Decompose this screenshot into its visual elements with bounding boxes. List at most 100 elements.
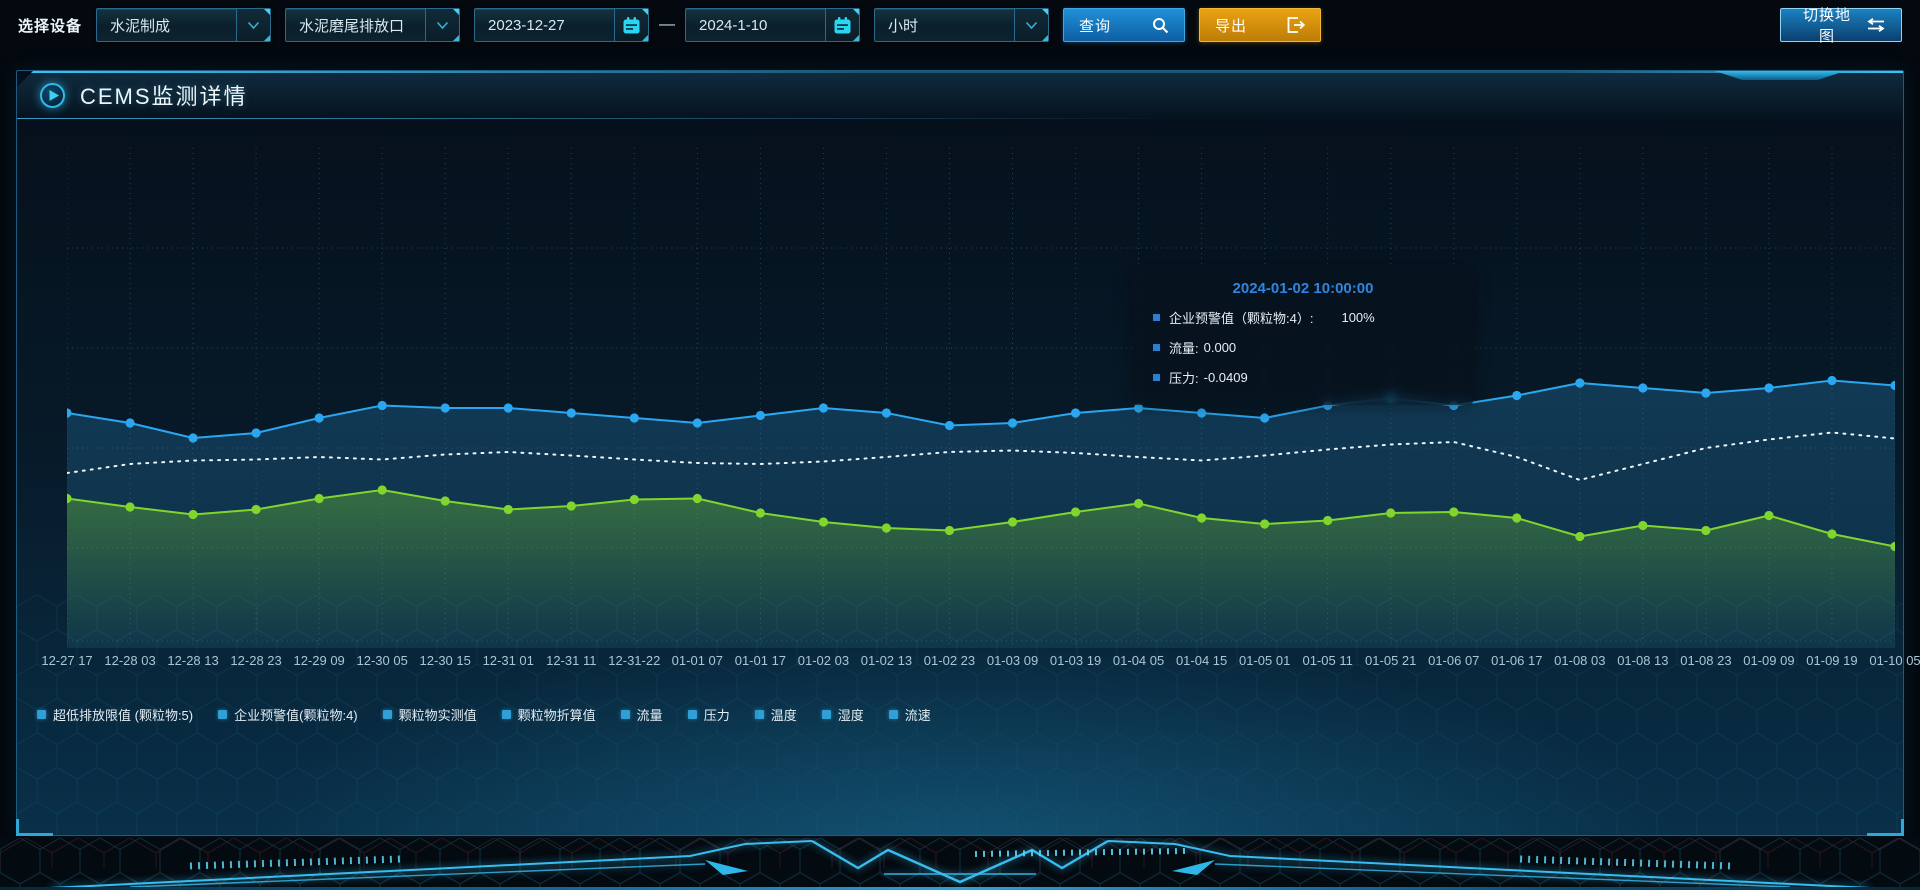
x-axis-label: 01-03 19	[1049, 653, 1102, 668]
series-line-2	[67, 489, 1895, 548]
tooltip-rows: 企业预警值（颗粒物:4）: 100% 流量: 0.000 压力: -0.0409	[1153, 308, 1453, 387]
play-icon	[40, 82, 65, 108]
end-date-input[interactable]: 2024-1-10	[685, 8, 861, 42]
tooltip-row: 流量: 0.000	[1153, 338, 1453, 357]
legend-item-5[interactable]: 压力	[687, 705, 730, 724]
legend-marker-icon	[821, 710, 831, 719]
chart-plot-area[interactable]: 2024-01-02 10:00:00 企业预警值（颗粒物:4）: 100% 流量:…	[67, 148, 1895, 648]
x-axis-label: 01-02 03	[797, 653, 850, 668]
tooltip-series-marker	[1153, 374, 1160, 381]
legend-marker-icon	[382, 710, 392, 719]
tooltip-row-value: 0.000	[1203, 340, 1237, 355]
x-axis-label: 01-08 23	[1680, 653, 1732, 668]
tooltip-row-label: 压力:	[1169, 371, 1199, 386]
corner-accent	[453, 9, 460, 15]
panel-title: CEMS监测详情	[80, 84, 248, 109]
panel-header: CEMS监测详情	[17, 71, 1903, 119]
legend-label: 温度	[770, 708, 797, 723]
x-axis-label: 12-31 11	[546, 653, 597, 668]
x-axis-label: 01-06 17	[1491, 653, 1543, 668]
corner-accent	[1042, 35, 1049, 41]
legend-item-6[interactable]: 温度	[754, 705, 797, 724]
cems-panel: CEMS监测详情 2024-01-02 10:00:00 企业预警值（颗粒物:4…	[16, 70, 1920, 836]
x-axis-label: 01-02 13	[860, 653, 913, 668]
corner-accent	[264, 9, 271, 15]
corner-accent	[642, 9, 649, 15]
series-markers-0	[67, 375, 1895, 443]
calendar-icon[interactable]	[614, 9, 649, 41]
switch-map-button[interactable]: 切换地图	[1780, 7, 1902, 45]
export-button[interactable]: 导出	[1199, 8, 1322, 42]
switch-map-label: 切换地图	[1802, 7, 1851, 45]
device-type-select[interactable]: 水泥制成	[96, 8, 272, 42]
legend-item-8[interactable]: 流速	[888, 705, 931, 724]
outlet-select[interactable]: 水泥磨尾排放口	[285, 8, 461, 42]
x-axis-label: 01-09 19	[1806, 653, 1858, 668]
device-type-value: 水泥制成	[110, 17, 171, 35]
outlet-value: 水泥磨尾排放口	[299, 17, 405, 35]
legend-label: 企业预警值(颗粒物:4)	[234, 708, 358, 723]
x-axis-label: 01-03 09	[986, 653, 1039, 668]
legend-marker-icon	[501, 710, 511, 719]
query-button[interactable]: 查询	[1063, 8, 1186, 42]
x-axis-label: 12-27 17	[41, 653, 93, 668]
legend-item-2[interactable]: 颗粒物实测值	[382, 705, 477, 724]
x-axis-label: 01-08 13	[1617, 653, 1669, 668]
x-axis-label: 12-31-22	[608, 653, 661, 668]
x-axis-label: 01-01 07	[671, 653, 724, 668]
x-axis-label: 01-06 07	[1428, 653, 1480, 668]
interval-select[interactable]: 小时	[874, 8, 1050, 42]
legend-item-3[interactable]: 颗粒物折算值	[501, 705, 596, 724]
x-axis-label: 01-05 11	[1302, 653, 1353, 668]
chart-tooltip: 2024-01-02 10:00:00 企业预警值（颗粒物:4）: 100% 流量:…	[1133, 266, 1473, 405]
legend-label: 超低排放限值 (颗粒物:5)	[53, 708, 194, 723]
tooltip-timestamp: 2024-01-02 10:00:00	[1232, 280, 1374, 297]
series-line-0	[67, 379, 1895, 439]
x-axis-label: 12-30 15	[419, 653, 471, 668]
legend-item-4[interactable]: 流量	[620, 705, 663, 724]
x-axis-label: 01-09 09	[1743, 653, 1795, 668]
legend-marker-icon	[687, 710, 697, 719]
x-axis-label: 01-04 05	[1112, 653, 1165, 668]
line-chart	[67, 148, 1895, 648]
query-button-label: 查询	[1079, 17, 1112, 35]
tooltip-row-label: 企业预警值（颗粒物:4）:	[1169, 311, 1314, 326]
swap-arrows-icon	[1867, 18, 1885, 32]
x-axis-label: 12-30 05	[356, 653, 408, 668]
corner-accent	[453, 35, 460, 41]
series-line-1	[67, 431, 1895, 481]
interval-value: 小时	[888, 17, 919, 35]
tooltip-row-value: -0.0409	[1203, 370, 1248, 385]
bottom-tech-decoration	[0, 838, 1920, 890]
legend-item-0[interactable]: 超低排放限值 (颗粒物:5)	[37, 705, 193, 724]
legend-label: 湿度	[837, 708, 864, 723]
tooltip-row: 压力: -0.0409	[1153, 368, 1453, 387]
series-markers-2	[67, 485, 1895, 552]
start-date-value: 2023-12-27	[488, 16, 565, 34]
corner-accent	[853, 9, 860, 15]
legend-item-1[interactable]: 企业预警值(颗粒物:4)	[218, 705, 358, 724]
legend-label: 颗粒物实测值	[398, 708, 477, 723]
area-fill-2	[67, 490, 1895, 648]
search-icon	[1153, 17, 1169, 33]
device-select-label: 选择设备	[18, 17, 83, 35]
tooltip-series-marker	[1153, 314, 1160, 321]
legend-label: 流速	[904, 708, 931, 723]
corner-accent	[264, 35, 271, 41]
x-axis-label: 12-29 09	[293, 653, 345, 668]
x-axis-label: 01-05 01	[1238, 653, 1291, 668]
x-axis-label: 01-08 03	[1554, 653, 1606, 668]
legend-item-7[interactable]: 湿度	[821, 705, 864, 724]
header-notch-decoration	[1715, 71, 1845, 80]
x-axis: 12-27 17 12-28 03 12-28 13 12-28 23 12-29 09…	[41, 653, 1920, 669]
legend-marker-icon	[754, 710, 764, 719]
tooltip-series-marker	[1153, 344, 1160, 351]
legend-marker-icon	[37, 710, 46, 719]
x-axis-label: 01-10 05	[1869, 653, 1920, 668]
x-axis-label: 01-02 23	[923, 653, 976, 668]
x-axis-label: 12-31 01	[482, 653, 534, 668]
start-date-input[interactable]: 2023-12-27	[474, 8, 650, 42]
date-range-separator: —	[659, 16, 676, 33]
tooltip-row: 企业预警值（颗粒物:4）: 100%	[1153, 308, 1453, 327]
